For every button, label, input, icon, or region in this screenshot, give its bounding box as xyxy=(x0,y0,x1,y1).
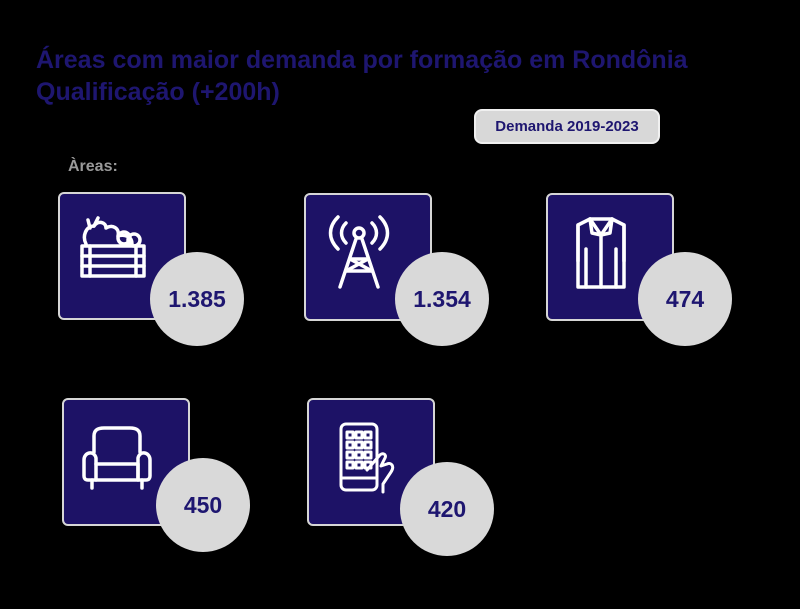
value-bubble-2: 1.354 xyxy=(395,252,489,346)
title-line-1: Áreas com maior demanda por formação em … xyxy=(36,46,688,74)
value-bubble-4: 450 xyxy=(156,458,250,552)
legend-badge: Demanda 2019-2023 xyxy=(474,109,660,144)
armchair-icon xyxy=(82,426,152,490)
vegetable-crate-icon xyxy=(80,216,146,278)
value-bubble-1: 1.385 xyxy=(150,252,244,346)
value-bubble-3: 474 xyxy=(638,252,732,346)
smartphone-icon xyxy=(339,422,395,494)
shirt-icon xyxy=(576,217,626,289)
chart-title: Áreas com maior demanda por formação em … xyxy=(36,44,688,108)
area-tile-vegetables xyxy=(58,192,186,320)
value-bubble-5: 420 xyxy=(400,462,494,556)
radio-tower-icon xyxy=(328,215,390,289)
areas-label: Àreas: xyxy=(68,158,118,175)
area-tile-clothing xyxy=(546,193,674,321)
title-line-2: Qualificação (+200h) xyxy=(36,78,280,106)
